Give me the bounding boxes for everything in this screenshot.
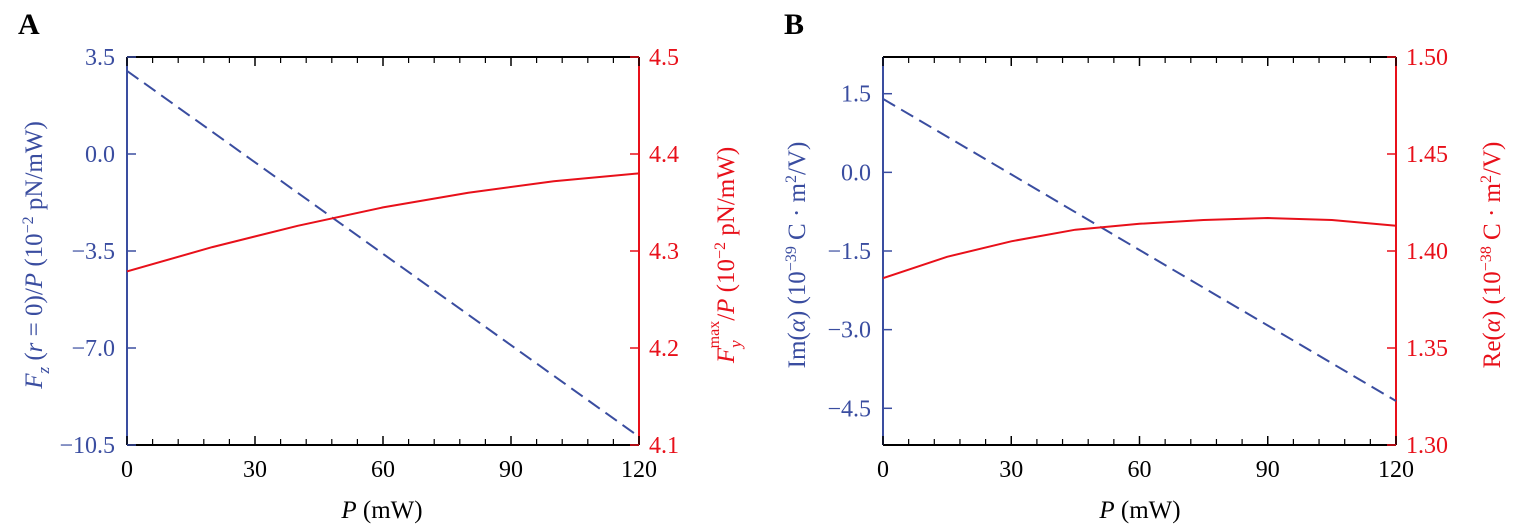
panel-a-left-y-tick-label: −7.0 [71,336,115,362]
panel-b-x-axis-title: P (mW) [1098,497,1180,524]
panel-b-x-tick-label: 0 [877,457,889,483]
panel-b-x-tick-label: 60 [1128,457,1152,483]
panel-a-label: A [18,8,40,41]
panel-b-right-series-solid-line [882,216,1397,280]
panel-b: B 0 30 60 90 120 1.5 0.0 −1.5 −3.0 −4.5 1.50 1.45 1.… [783,8,1506,524]
panel-b-marks: 0 30 60 90 120 1.5 0.0 −1.5 −3.0 −4.5 1.50 1.45 1.40… [827,45,1448,483]
panel-a-left-series-dashed-line [126,70,640,438]
panel-b-left-series-dashed-line [882,98,1397,402]
panel-a-left-y-tick-label: −10.5 [59,433,115,459]
panel-b-right-y-tick-label: 1.50 [1406,45,1448,71]
panel-b-left-y-tick-label: 0.0 [841,160,871,186]
panel-a-right-series-solid-line [126,172,640,273]
panel-a-x-tick-label: 0 [121,457,133,483]
panel-b-x-tick-label: 90 [1256,457,1280,483]
panel-a-x-tick-label: 90 [499,457,523,483]
panel-a-right-y-tick-label: 4.3 [649,239,679,265]
panel-b-right-y-tick-label: 1.45 [1406,142,1448,168]
panel-a-marks: 0 30 60 90 120 3.5 0.0 −3.5 −7.0 −10.5 4.5 4.4 4.3 4.… [59,45,679,483]
panel-b-x-tick-label: 30 [999,457,1023,483]
panel-b-right-y-tick-label: 1.30 [1406,433,1448,459]
panel-a-right-axis-title: Fymax/P (10−2 pN/mW) [706,147,745,364]
panel-a-x-axis-title: P (mW) [340,497,422,524]
panel-b-left-y-tick-label: 1.5 [841,82,871,108]
panel-b-left-axis-title: Im(α) (10−39 C · m2/V) [783,142,811,369]
panel-a-right-y-tick-label: 4.4 [649,142,679,168]
panel-a-right-y-tick-label: 4.1 [649,433,679,459]
panel-a-left-y-tick-label: −3.5 [71,239,115,265]
panel-a-left-axis-title: Fz (r = 0)/P (10−2 pN/mW) [20,121,53,390]
panel-a: A 0 30 60 90 120 3.5 0.0 −3.5 −7.0 −10.5 4.5 4.4 4.3… [18,8,745,524]
panel-b-right-y-tick-label: 1.40 [1406,239,1448,265]
panel-b-left-y-tick-label: −3.0 [827,318,871,344]
panel-b-right-y-tick-label: 1.35 [1406,336,1448,362]
panel-b-left-y-tick-label: −4.5 [827,396,871,422]
panel-b-right-axis-title: Re(α) (10−38 C · m2/V) [1478,142,1506,369]
panel-b-x-tick-label: 120 [1378,457,1414,483]
panel-a-x-tick-label: 60 [371,457,395,483]
panel-b-left-y-tick-label: −1.5 [827,239,871,265]
panel-a-right-y-tick-label: 4.5 [649,45,679,71]
panel-a-left-y-tick-label: 0.0 [85,142,115,168]
panel-a-x-tick-label: 30 [243,457,267,483]
panel-a-x-tick-label: 120 [621,457,657,483]
panel-b-label: B [784,8,804,41]
panel-a-left-y-tick-label: 3.5 [85,45,115,71]
panel-a-right-y-tick-label: 4.2 [649,336,679,362]
